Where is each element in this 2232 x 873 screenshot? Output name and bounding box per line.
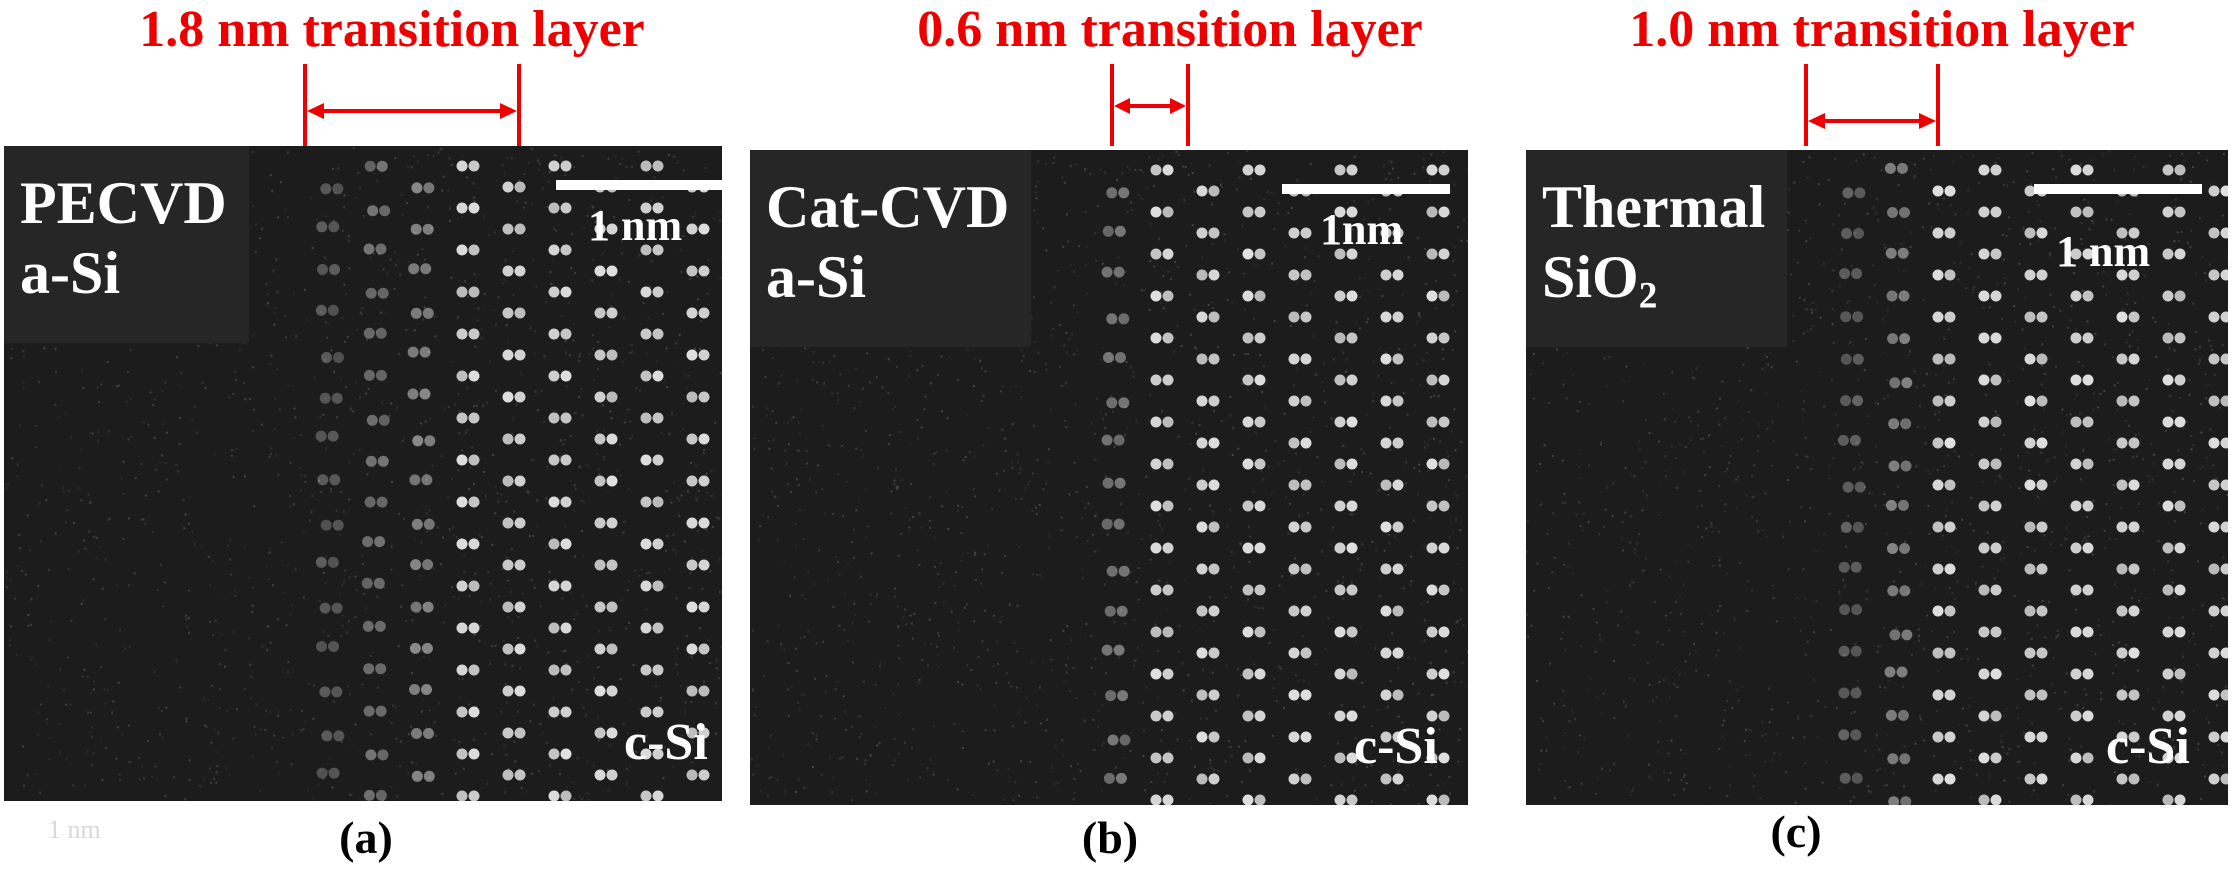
transition-layer-annotation: 0.6 nm transition layer xyxy=(917,1,1423,58)
scale-bar xyxy=(556,180,722,190)
transition-layer-arrow xyxy=(1110,64,1190,146)
panel-caption: (a) xyxy=(339,812,393,863)
material-phase: a-Si xyxy=(766,244,867,310)
material-label-box: Thermal SiO2 xyxy=(1526,150,1788,348)
material-phase: SiO2 xyxy=(1542,244,1658,317)
transition-layer-annotation: 1.8 nm transition layer xyxy=(139,1,645,58)
material-label-box: PECVD a-Si xyxy=(4,146,249,344)
tem-micrograph: PECVD a-Si 1 nm c-Si xyxy=(4,146,722,801)
scale-bar-label: 1nm xyxy=(1320,205,1404,254)
tem-micrograph: Cat-CVD a-Si 1nm c-Si xyxy=(750,150,1468,805)
transition-layer-annotation: 1.0 nm transition layer xyxy=(1629,1,2135,58)
material-name: Cat-CVD xyxy=(766,174,1010,240)
c-si-label: c-Si xyxy=(1354,718,1438,775)
c-si-label: c-Si xyxy=(624,714,708,771)
faint-scale-text: 1 nm xyxy=(48,815,101,844)
material-name: PECVD xyxy=(20,170,227,236)
tem-micrograph: Thermal SiO2 1 nm c-Si xyxy=(1526,150,2228,805)
scale-bar-label: 1 nm xyxy=(2056,227,2151,276)
material-name: Thermal xyxy=(1542,174,1766,240)
transition-layer-arrow xyxy=(1804,64,1940,146)
scale-bar xyxy=(2034,184,2202,194)
panel-b: 0.6 nm transition layer Cat-CVD a-Si 1nm… xyxy=(744,0,1488,873)
panel-caption: (c) xyxy=(1770,806,1822,857)
panel-caption: (b) xyxy=(1081,812,1139,863)
c-si-label: c-Si xyxy=(2106,718,2190,775)
scale-bar-label: 1 nm xyxy=(588,201,683,250)
transition-layer-arrow xyxy=(303,64,521,146)
atomic-lattice xyxy=(1526,150,2228,805)
panel-a: 1.8 nm transition layer PECVD a-Si 1 nm … xyxy=(0,0,744,873)
material-phase: a-Si xyxy=(20,240,121,306)
scale-bar xyxy=(1282,184,1450,194)
panel-c: 1.0 nm transition layer Thermal SiO2 1 n… xyxy=(1488,0,2232,873)
material-label-box: Cat-CVD a-Si xyxy=(750,150,1032,348)
